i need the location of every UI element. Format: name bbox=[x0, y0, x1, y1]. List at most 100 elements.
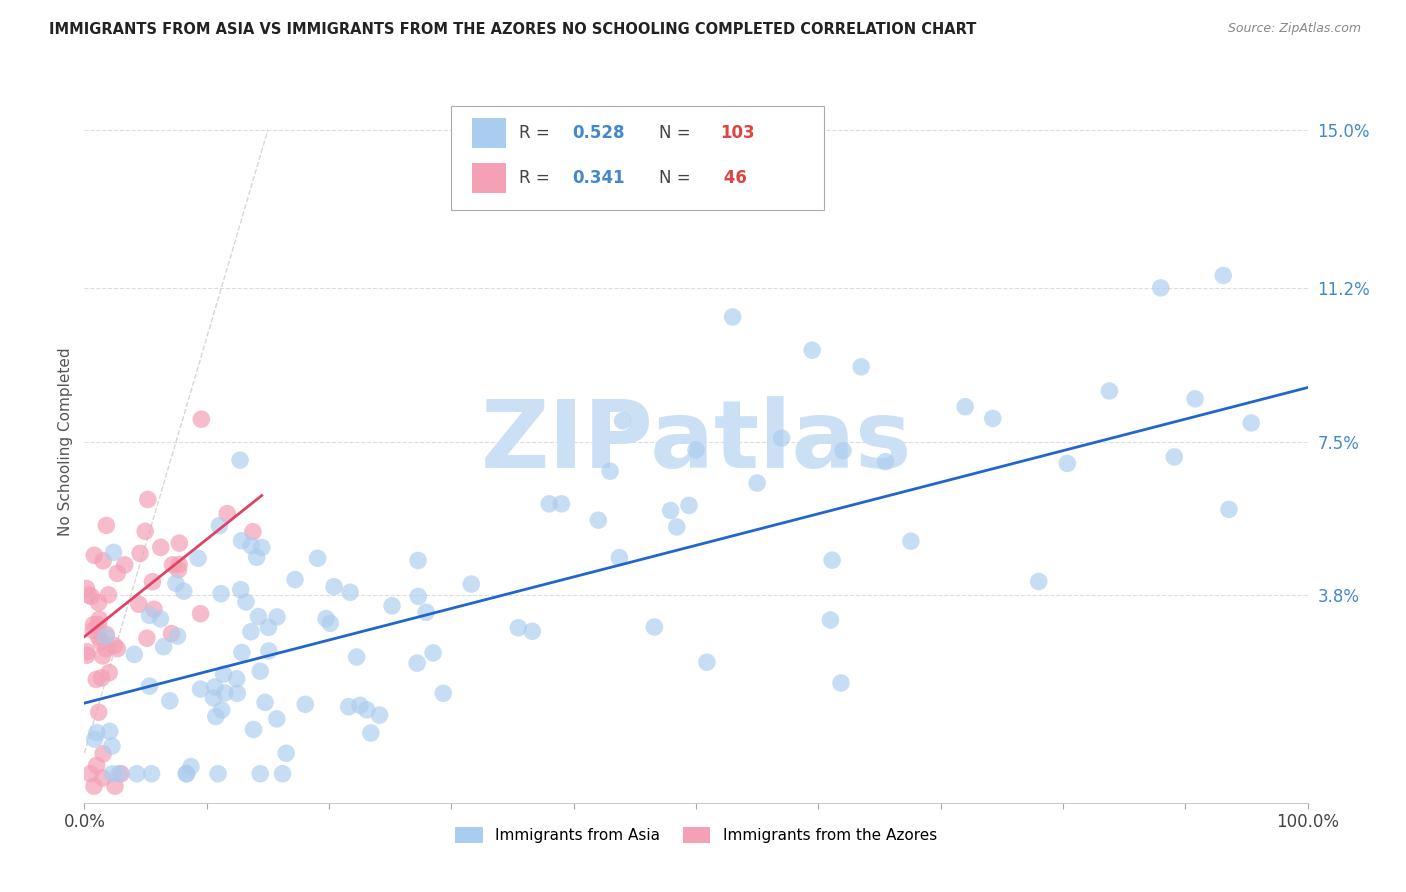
Point bbox=[167, 563, 190, 577]
Point bbox=[125, 766, 148, 780]
Point bbox=[86, 758, 108, 772]
Point bbox=[149, 541, 172, 555]
Point bbox=[98, 724, 121, 739]
Point bbox=[381, 599, 404, 613]
Point bbox=[229, 582, 252, 597]
Point bbox=[360, 726, 382, 740]
Point bbox=[136, 492, 159, 507]
Point bbox=[820, 613, 842, 627]
Point bbox=[609, 550, 631, 565]
Point bbox=[190, 607, 212, 621]
Text: 46: 46 bbox=[718, 169, 747, 186]
Point bbox=[141, 766, 163, 780]
Point bbox=[167, 558, 190, 572]
Point bbox=[190, 681, 212, 696]
Point bbox=[599, 464, 621, 478]
Point bbox=[94, 641, 117, 656]
Point bbox=[770, 431, 793, 445]
Point bbox=[204, 709, 226, 723]
Point bbox=[339, 585, 361, 599]
Point bbox=[82, 617, 104, 632]
Point bbox=[134, 524, 156, 539]
Point bbox=[337, 699, 360, 714]
Point bbox=[159, 694, 181, 708]
Point bbox=[254, 695, 277, 709]
Point bbox=[242, 524, 264, 539]
Point bbox=[209, 587, 232, 601]
Point bbox=[82, 624, 104, 638]
Point bbox=[87, 630, 110, 644]
Point bbox=[204, 680, 226, 694]
Point bbox=[953, 400, 976, 414]
Point bbox=[226, 686, 249, 700]
Point bbox=[86, 725, 108, 739]
FancyBboxPatch shape bbox=[451, 105, 824, 211]
Point bbox=[83, 732, 105, 747]
Point bbox=[173, 584, 195, 599]
Text: 0.341: 0.341 bbox=[572, 169, 626, 186]
Point bbox=[276, 746, 298, 760]
FancyBboxPatch shape bbox=[472, 118, 506, 148]
Text: ZIPatlas: ZIPatlas bbox=[481, 395, 911, 488]
Point bbox=[665, 520, 688, 534]
Point bbox=[240, 539, 263, 553]
Point bbox=[247, 609, 270, 624]
Point bbox=[87, 596, 110, 610]
Point bbox=[103, 545, 125, 559]
Text: 103: 103 bbox=[720, 124, 755, 142]
Point bbox=[875, 455, 897, 469]
Point bbox=[900, 534, 922, 549]
Point bbox=[128, 597, 150, 611]
Point bbox=[229, 453, 252, 467]
Point bbox=[346, 650, 368, 665]
Point bbox=[114, 558, 136, 572]
Point bbox=[212, 667, 235, 681]
Point bbox=[110, 766, 132, 780]
Point bbox=[1028, 574, 1050, 589]
Point bbox=[981, 411, 1004, 425]
Point bbox=[257, 620, 280, 634]
Point bbox=[356, 703, 378, 717]
Point bbox=[176, 766, 198, 780]
Text: 0.528: 0.528 bbox=[572, 124, 624, 142]
Point bbox=[235, 595, 257, 609]
Point bbox=[141, 574, 163, 589]
Point bbox=[460, 577, 482, 591]
Point bbox=[432, 686, 454, 700]
Point bbox=[76, 648, 98, 663]
Point bbox=[612, 414, 634, 428]
Point bbox=[246, 550, 269, 565]
Point bbox=[368, 708, 391, 723]
Point bbox=[160, 626, 183, 640]
Point bbox=[207, 766, 229, 780]
Point bbox=[138, 608, 160, 623]
Point bbox=[84, 673, 107, 687]
Point bbox=[89, 612, 111, 626]
Point bbox=[319, 616, 342, 631]
Point bbox=[187, 551, 209, 566]
Point bbox=[138, 679, 160, 693]
Point bbox=[1150, 281, 1173, 295]
Point bbox=[1163, 450, 1185, 464]
Point bbox=[266, 610, 288, 624]
FancyBboxPatch shape bbox=[472, 162, 506, 193]
Point bbox=[406, 590, 429, 604]
Point bbox=[176, 766, 198, 780]
Point bbox=[721, 310, 744, 324]
Text: IMMIGRANTS FROM ASIA VS IMMIGRANTS FROM THE AZORES NO SCHOOLING COMPLETED CORREL: IMMIGRANTS FROM ASIA VS IMMIGRANTS FROM … bbox=[49, 22, 977, 37]
Point bbox=[659, 503, 682, 517]
Point bbox=[239, 624, 262, 639]
Point bbox=[588, 513, 610, 527]
Point bbox=[87, 617, 110, 632]
Point bbox=[231, 646, 253, 660]
Point bbox=[180, 759, 202, 773]
Point bbox=[143, 602, 166, 616]
Point bbox=[211, 703, 233, 717]
Point bbox=[830, 676, 852, 690]
Point bbox=[294, 698, 316, 712]
Point bbox=[83, 549, 105, 563]
Point bbox=[1218, 502, 1240, 516]
Point bbox=[169, 536, 191, 550]
Point bbox=[550, 497, 572, 511]
Point bbox=[108, 766, 131, 780]
